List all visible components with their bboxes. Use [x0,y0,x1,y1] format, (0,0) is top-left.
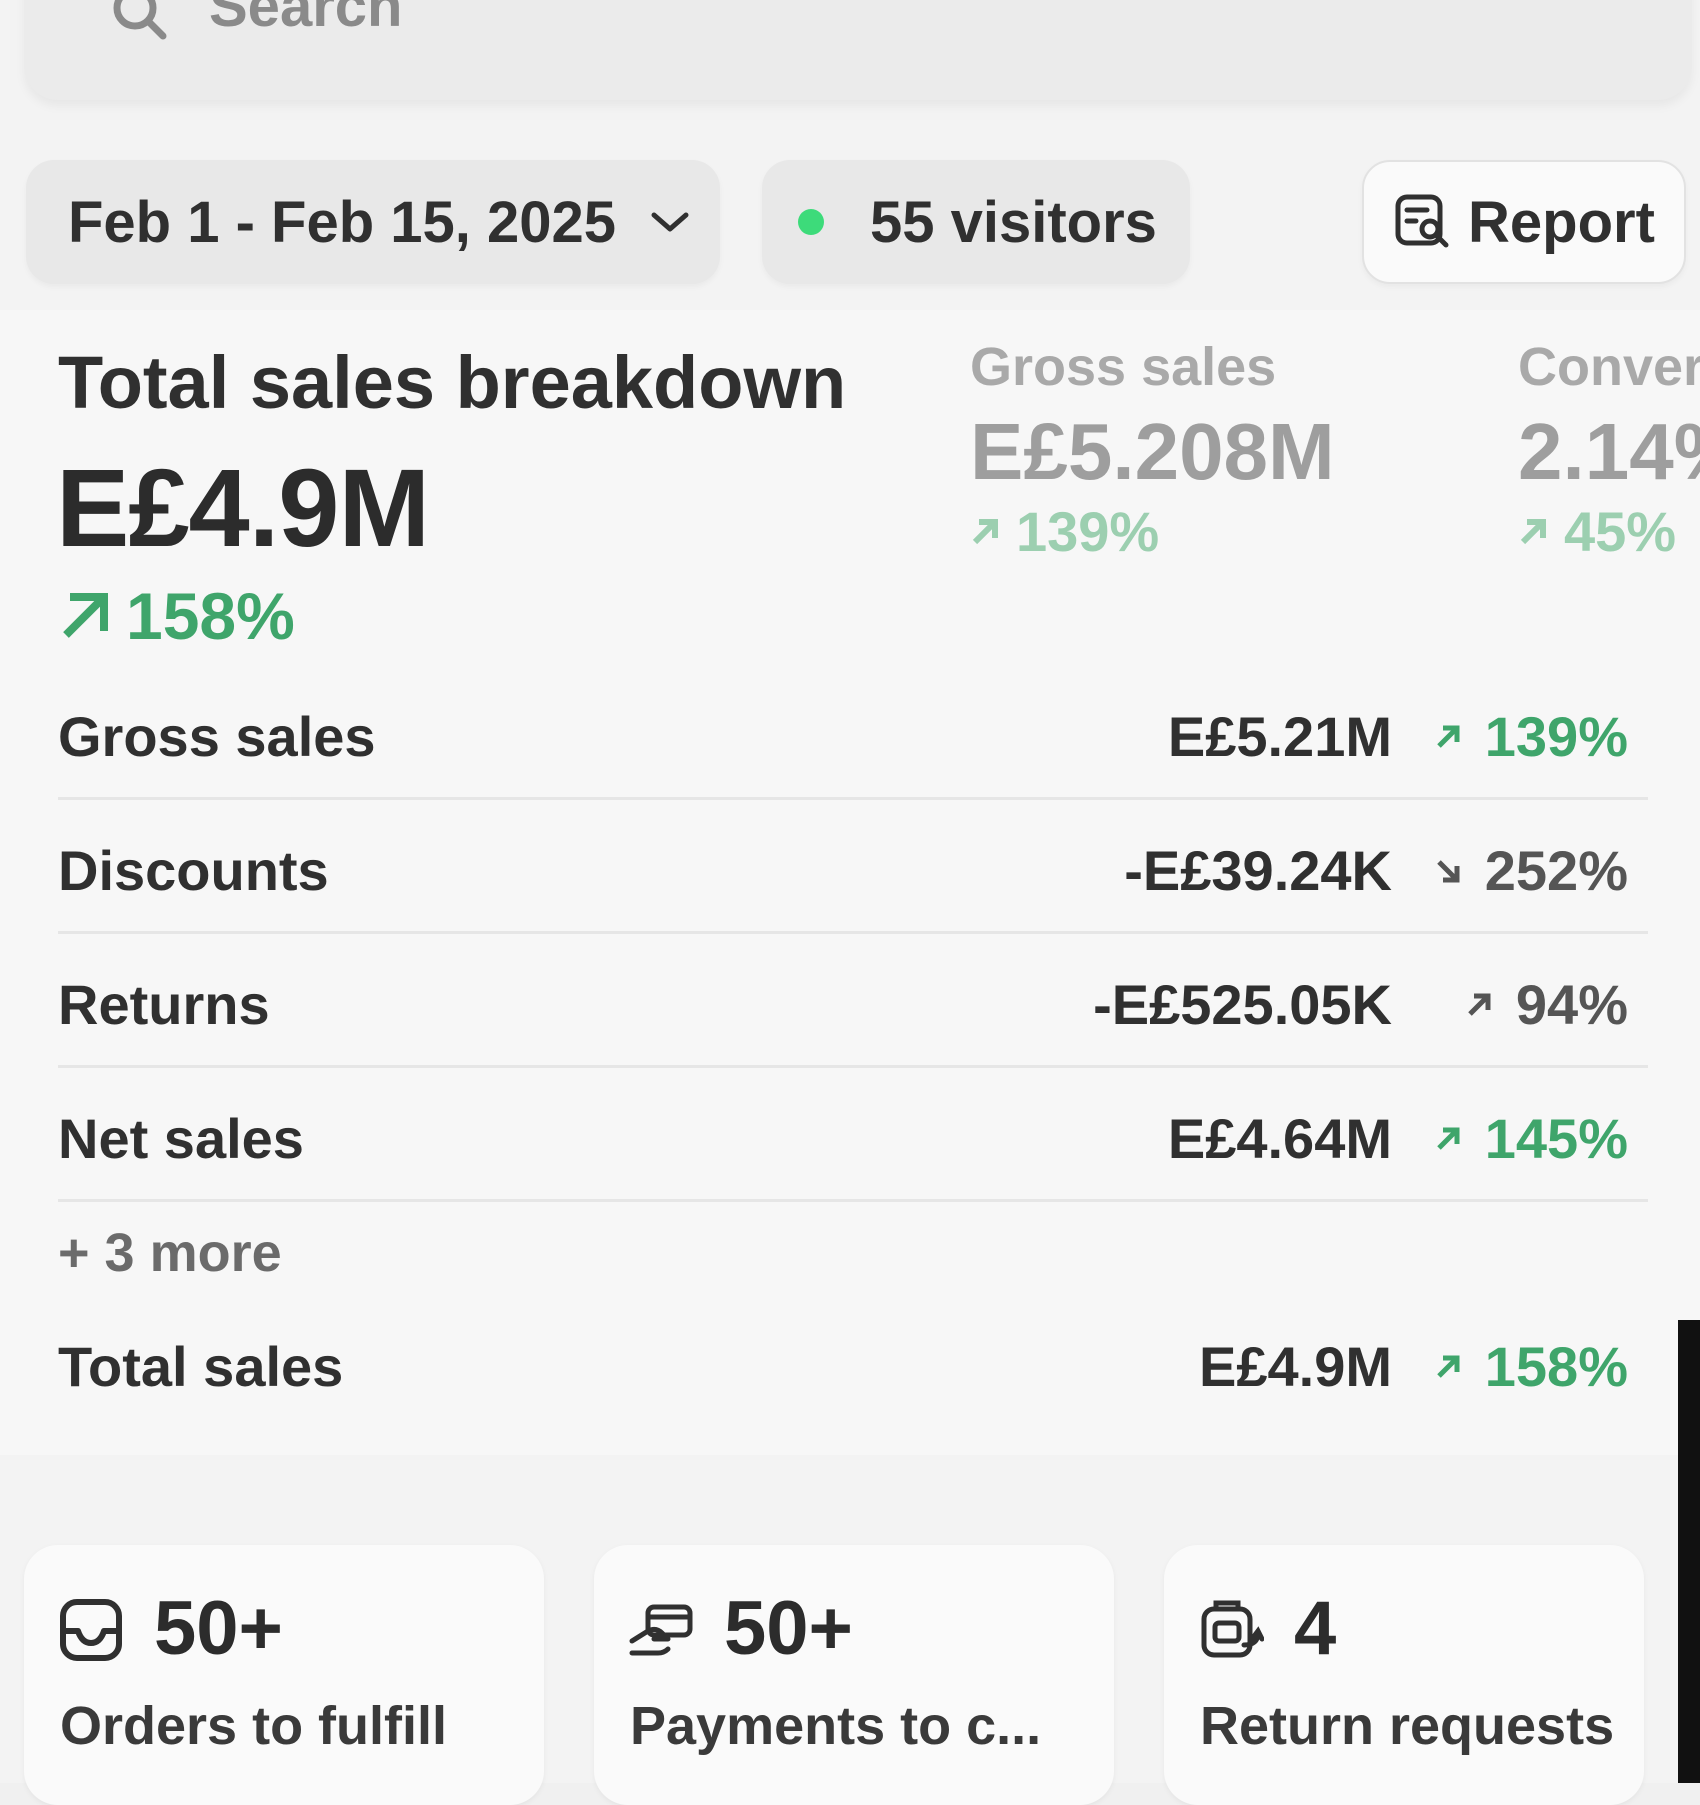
table-row-net-sales[interactable]: Net sales E£4.64M 145% [58,1068,1648,1202]
arrow-up-right-icon [1436,725,1460,748]
return-requests-card[interactable]: 4 Return requests [1164,1545,1644,1805]
row-change: 158% [1435,1334,1628,1399]
metric-change-value: 139% [1016,500,1160,563]
row-label: Discounts [58,839,329,902]
row-change: 252% [1435,838,1628,903]
row-change-value: 145% [1484,1107,1628,1170]
row-change: 139% [1435,704,1628,769]
arrow-up-right-icon [1468,993,1491,1016]
breakdown-change-value: 158% [126,579,295,653]
row-value: -E£39.24K [1124,839,1392,902]
metric-value: E£5.208M [970,407,1335,496]
task-count: 50+ [724,1586,853,1671]
task-label: Return requests [1200,1696,1615,1756]
live-visitors-button[interactable]: 55 visitors [762,160,1190,284]
breakdown-change: 158% [58,578,295,654]
arrow-up-right-icon [1436,1355,1460,1378]
payments-to-capture-card[interactable]: 50+ Payments to c... [594,1545,1114,1805]
metric-conversion-rate[interactable]: Conver 2.14% 45% [1518,340,1700,560]
report-button[interactable]: Report [1362,160,1686,284]
search-placeholder: Search [209,0,403,39]
date-range-label: Feb 1 - Feb 15, 2025 [68,189,617,255]
metric-change-value: 45% [1564,500,1677,563]
inbox-icon [60,1599,122,1661]
row-value: -E£525.05K [1093,973,1392,1036]
arrow-down-right-icon [1436,859,1460,882]
search-input[interactable]: Search [24,0,1692,100]
row-value: E£5.21M [1167,705,1392,768]
breakdown-total-value: E£4.9M [56,447,430,570]
visitors-count: 55 visitors [870,189,1157,255]
breakdown-title: Total sales breakdown [58,341,847,424]
table-row-gross-sales[interactable]: Gross sales E£5.21M 139% [58,666,1648,800]
orders-to-fulfill-card[interactable]: 50+ Orders to fulfill [24,1545,544,1805]
table-row-discounts[interactable]: Discounts -E£39.24K 252% [58,800,1648,934]
metric-label: Gross sales [970,337,1277,397]
task-count: 50+ [154,1586,283,1671]
device-edge [1678,1320,1700,1783]
arrow-up-right-icon [972,519,998,545]
show-more-link[interactable]: + 3 more [58,1223,282,1283]
return-icon [1201,1600,1264,1658]
report-search-icon [1395,194,1449,248]
date-range-picker[interactable]: Feb 1 - Feb 15, 2025 [26,160,720,284]
payment-icon [629,1604,693,1656]
row-change-value: 158% [1484,1335,1628,1398]
task-count: 4 [1294,1586,1337,1671]
row-change: 94% [1466,972,1628,1037]
row-value: E£4.64M [1167,1107,1392,1170]
table-row-total-sales[interactable]: Total sales E£4.9M 158% [58,1296,1648,1430]
row-change-value: 252% [1484,839,1628,902]
row-label: Net sales [58,1107,304,1170]
task-label: Orders to fulfill [60,1696,448,1756]
chevron-down-icon [651,212,689,232]
table-row-returns[interactable]: Returns -E£525.05K 94% [58,934,1648,1068]
sales-breakdown-card [0,310,1700,1455]
metric-change: 139% [970,504,1335,560]
row-label: Total sales [58,1335,344,1398]
arrow-up-right-icon [63,593,108,638]
report-label: Report [1468,189,1655,255]
arrow-up-right-icon [1436,1127,1460,1150]
row-change: 145% [1435,1106,1628,1171]
metric-label: Conver [1518,337,1700,397]
row-label: Returns [58,973,270,1036]
metric-value: 2.14% [1518,407,1700,496]
metric-change: 45% [1518,504,1700,560]
live-dot-icon [798,209,824,235]
metric-gross-sales[interactable]: Gross sales E£5.208M 139% [970,340,1335,560]
row-value: E£4.9M [1199,1335,1392,1398]
row-change-value: 139% [1484,705,1628,768]
task-label: Payments to c... [630,1696,1042,1756]
row-change-value: 94% [1515,973,1628,1036]
row-label: Gross sales [58,705,376,768]
arrow-up-right-icon [1520,519,1546,545]
search-icon [113,0,167,40]
